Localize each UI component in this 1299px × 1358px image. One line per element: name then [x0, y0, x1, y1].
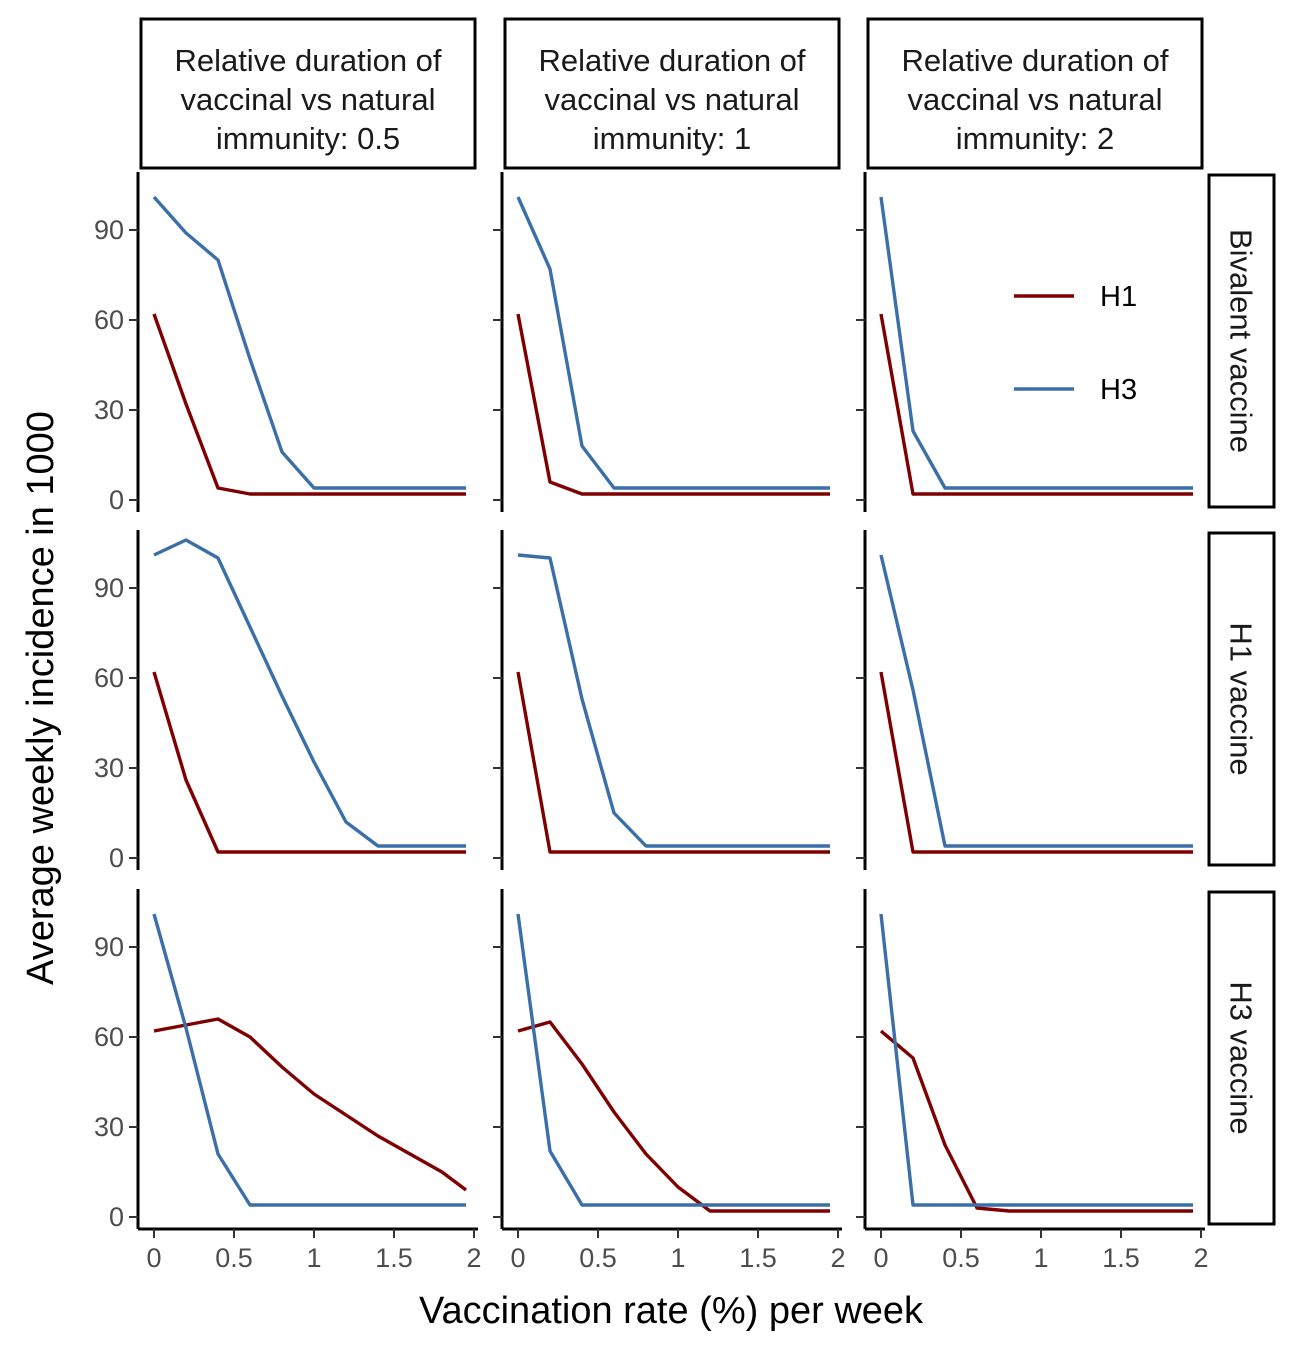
y-tick-label: 90	[94, 932, 124, 962]
series-line-h1	[153, 1017, 468, 1192]
row-strip: H1 vaccine	[1207, 531, 1276, 867]
series-line-h1	[517, 1020, 830, 1213]
y-tick-label: 60	[94, 663, 124, 693]
series-line-h3	[152, 195, 466, 490]
panel: 0 0.5 1 1.5 2 0 30 60 90	[94, 889, 482, 1273]
series-line-h3	[879, 913, 1193, 1207]
strip-label: vaccinal vs natural	[544, 82, 799, 117]
x-tick-label: 2	[830, 1243, 845, 1273]
strip-label: Bivalent vaccine	[1224, 229, 1259, 453]
strip-label: immunity: 1	[593, 121, 751, 156]
strip-label: Relative duration of	[901, 43, 1168, 78]
y-tick-label: 30	[94, 753, 124, 783]
strip-label: immunity: 0.5	[216, 121, 400, 156]
series-line-h1	[152, 671, 466, 854]
y-tick-label: 30	[94, 1112, 124, 1142]
y-tick-label: 60	[94, 305, 124, 335]
strip-box	[1207, 531, 1276, 867]
y-tick-label: 0	[109, 843, 124, 873]
y-tick-label: 60	[94, 1022, 124, 1052]
y-tick-label: 0	[109, 1202, 124, 1232]
series-line-h3	[516, 196, 830, 490]
x-tick-label: 0	[146, 1243, 161, 1273]
y-axis-title: Average weekly incidence in 1000	[20, 411, 62, 985]
strip-label: H1 vaccine	[1224, 622, 1259, 775]
x-tick-label: 1.5	[1102, 1243, 1140, 1273]
x-axis-title: Vaccination rate (%) per week	[419, 1290, 924, 1332]
x-tick-label: 0	[873, 1243, 888, 1273]
series-line-h1	[516, 671, 830, 854]
series-line-h1	[879, 671, 1193, 854]
strip-label: vaccinal vs natural	[180, 82, 435, 117]
strip-label: vaccinal vs natural	[907, 82, 1162, 117]
panel	[856, 172, 1193, 512]
legend: H1 H3	[1014, 281, 1137, 406]
column-strip: Relative duration of vaccinal vs natural i…	[139, 17, 477, 170]
series-line-h3	[153, 538, 466, 848]
row-strip: H3 vaccine	[1207, 890, 1276, 1226]
series-line-h1	[879, 313, 1193, 496]
strip-label: Relative duration of	[538, 43, 805, 78]
x-tick-label: 0	[510, 1243, 525, 1273]
legend-label: H1	[1100, 281, 1137, 313]
column-strip: Relative duration of vaccinal vs natural i…	[866, 17, 1204, 170]
y-tick-label: 90	[94, 573, 124, 603]
series-line-h3	[517, 553, 830, 848]
legend-label: H3	[1100, 374, 1137, 406]
series-line-h3	[879, 196, 1193, 490]
strip-label: H3 vaccine	[1224, 981, 1259, 1134]
strip-box	[866, 17, 1204, 170]
x-tick-label: 1	[670, 1243, 685, 1273]
panel	[856, 530, 1193, 870]
x-tick-label: 0.5	[942, 1243, 980, 1273]
strip-box	[139, 17, 477, 170]
y-tick-label: 30	[94, 395, 124, 425]
x-tick-label: 2	[1193, 1243, 1208, 1273]
series-line-h1	[516, 313, 830, 496]
x-tick-label: 2	[466, 1243, 481, 1273]
panel	[493, 530, 830, 870]
panel: 0 30 60 90	[94, 530, 466, 873]
series-line-h3	[516, 913, 830, 1207]
strip-label: immunity: 2	[956, 121, 1114, 156]
x-tick-label: 1	[1033, 1243, 1048, 1273]
x-tick-label: 0.5	[579, 1243, 617, 1273]
x-tick-label: 1	[306, 1243, 321, 1273]
panel: 0 0.5 1 1.5 2	[493, 889, 846, 1273]
series-line-h3	[879, 554, 1193, 848]
row-strip: Bivalent vaccine	[1207, 173, 1276, 509]
column-strips: Relative duration of vaccinal vs natural i…	[139, 17, 1204, 170]
panel: 0 0.5 1 1.5 2	[856, 889, 1209, 1273]
series-line-h1	[879, 1029, 1193, 1213]
x-tick-label: 1.5	[739, 1243, 777, 1273]
series-line-h3	[152, 913, 466, 1207]
strip-box	[1207, 173, 1276, 509]
row-strips: Bivalent vaccine H1 vaccine H3 vaccine	[1207, 173, 1276, 1226]
x-tick-label: 0.5	[215, 1243, 253, 1273]
strip-box	[1207, 890, 1276, 1226]
y-tick-label: 90	[94, 215, 124, 245]
strip-box	[503, 17, 841, 170]
strip-label: Relative duration of	[174, 43, 441, 78]
panel: 0 30 60 90	[94, 172, 466, 515]
panel	[493, 172, 830, 512]
column-strip: Relative duration of vaccinal vs natural i…	[503, 17, 841, 170]
x-tick-label: 1.5	[375, 1243, 413, 1273]
y-tick-label: 0	[109, 485, 124, 515]
series-line-h1	[152, 313, 466, 496]
